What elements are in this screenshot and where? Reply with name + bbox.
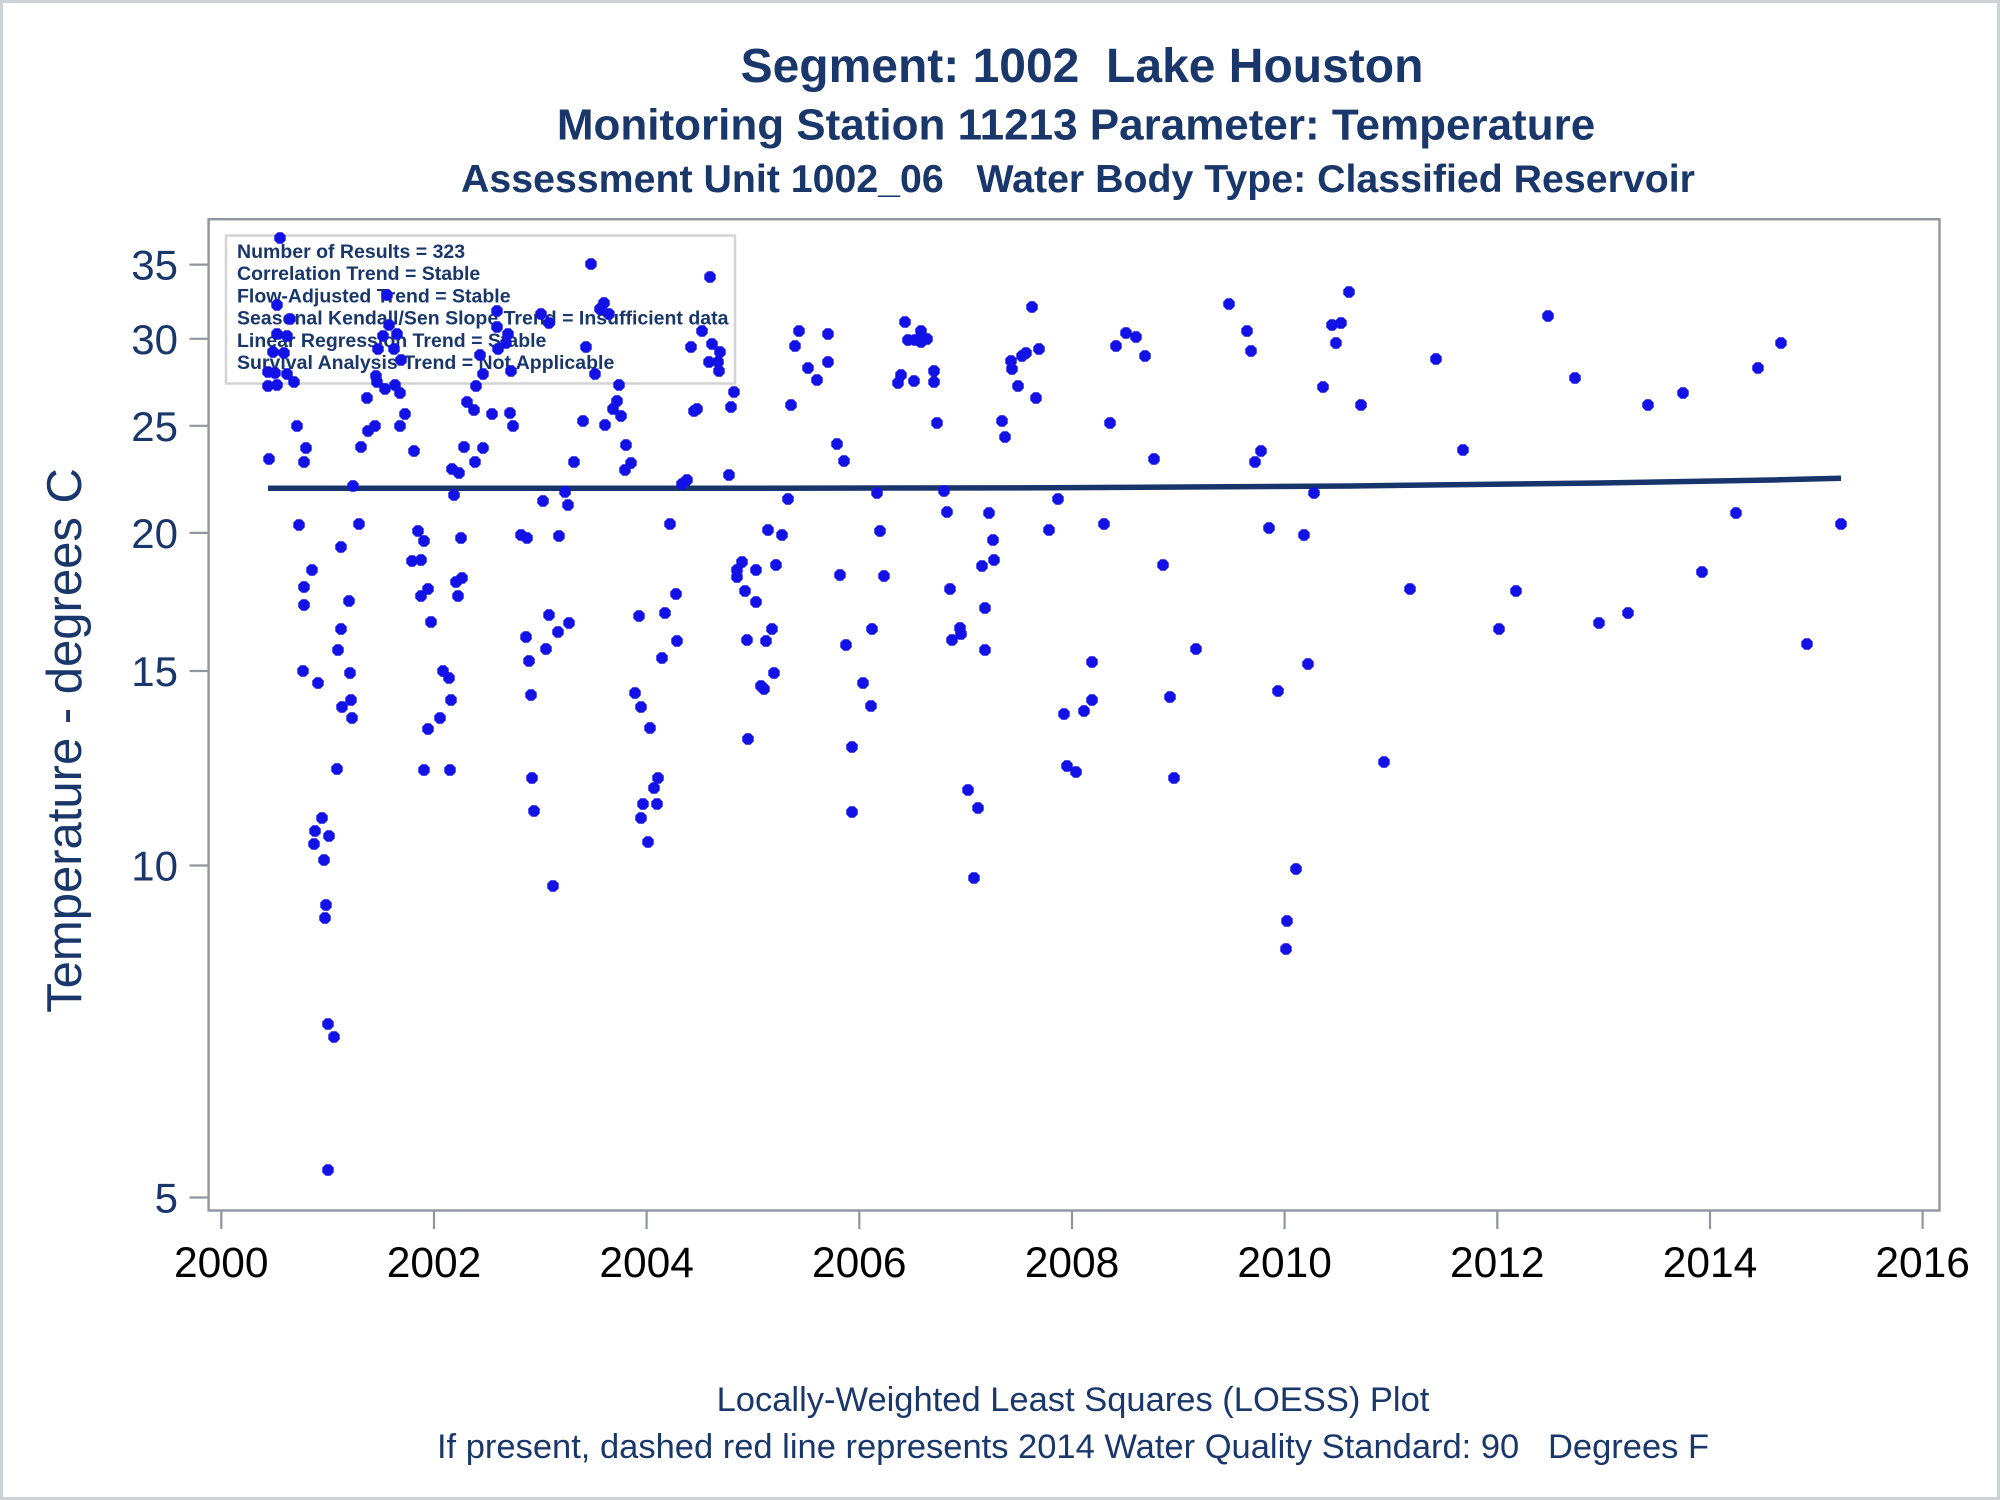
svg-text:Segment: 1002 Lake Houston: Segment: 1002 Lake Houston xyxy=(741,40,1424,93)
svg-text:15: 15 xyxy=(131,648,178,695)
svg-text:30: 30 xyxy=(131,316,178,363)
svg-text:5: 5 xyxy=(155,1175,178,1222)
svg-text:2002: 2002 xyxy=(387,1240,482,1287)
svg-text:Survival Analysis Trend = Not: Survival Analysis Trend = Not Applicable xyxy=(237,352,614,374)
svg-text:2006: 2006 xyxy=(812,1240,907,1287)
svg-text:2000: 2000 xyxy=(174,1240,269,1287)
svg-text:Assessment Unit 1002_06 Wate: Assessment Unit 1002_06 Water Body Type:… xyxy=(461,157,1695,201)
svg-text:Linear Regression Trend = Stab: Linear Regression Trend = Stable xyxy=(237,330,547,352)
svg-text:Flow-Adjusted Trend = Stable: Flow-Adjusted Trend = Stable xyxy=(237,285,511,307)
svg-text:If present, dashed red line re: If present, dashed red line represents 2… xyxy=(437,1428,1709,1466)
svg-text:2014: 2014 xyxy=(1663,1240,1758,1287)
svg-text:2016: 2016 xyxy=(1875,1240,1970,1287)
svg-text:2010: 2010 xyxy=(1237,1240,1332,1287)
svg-text:Seasonal Kendall/Sen Slope Tre: Seasonal Kendall/Sen Slope Trend = Insuf… xyxy=(237,308,729,330)
svg-text:35: 35 xyxy=(131,242,178,289)
svg-text:2004: 2004 xyxy=(599,1240,694,1287)
svg-text:Monitoring Station 11213 Param: Monitoring Station 11213 Parameter: Temp… xyxy=(557,101,1595,150)
svg-text:Correlation Trend = Stable: Correlation Trend = Stable xyxy=(237,263,480,285)
svg-text:Temperature - degrees C: Temperature - degrees C xyxy=(38,468,92,1013)
svg-text:2008: 2008 xyxy=(1025,1240,1120,1287)
svg-text:Locally-Weighted Least Squares: Locally-Weighted Least Squares (LOESS) P… xyxy=(717,1381,1430,1419)
svg-text:25: 25 xyxy=(131,403,178,450)
svg-text:2012: 2012 xyxy=(1450,1240,1545,1287)
svg-text:20: 20 xyxy=(131,510,178,557)
svg-text:10: 10 xyxy=(131,843,178,890)
svg-text:Number of Results = 323: Number of Results = 323 xyxy=(237,241,465,263)
